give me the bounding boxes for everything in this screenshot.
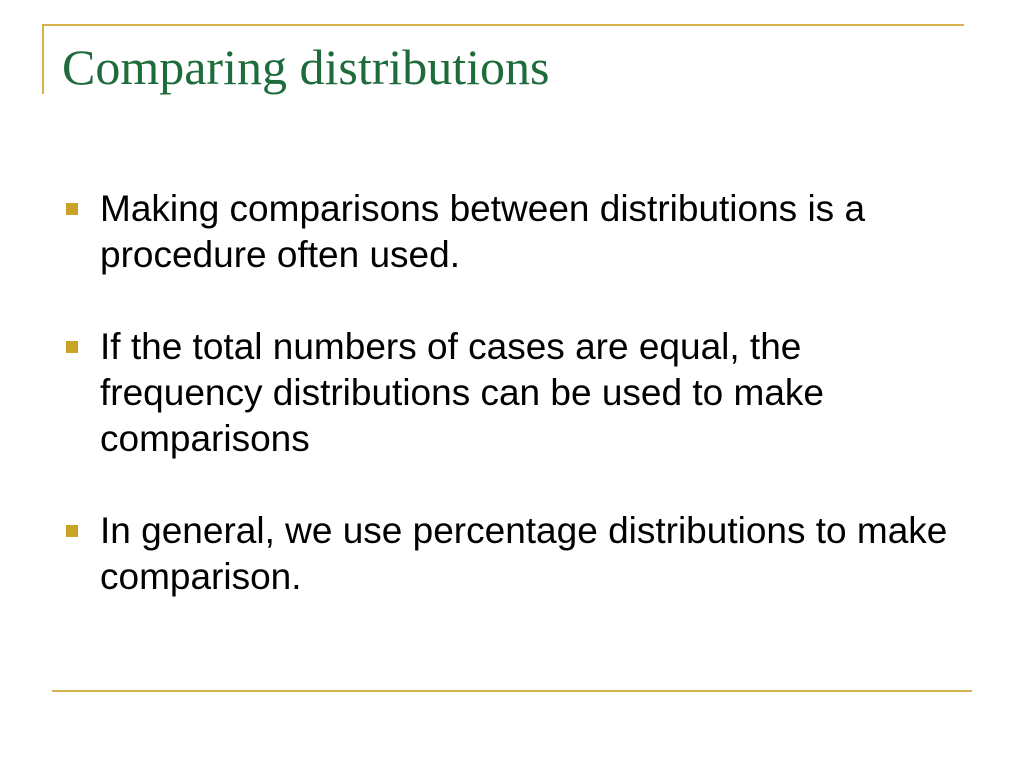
bullet-text: In general, we use percentage distributi… (100, 510, 948, 597)
top-accent-line (42, 24, 964, 26)
bottom-accent-line (52, 690, 972, 692)
bullet-item: Making comparisons between distributions… (62, 186, 972, 278)
bullet-item: If the total numbers of cases are equal,… (62, 324, 972, 462)
square-bullet-icon (66, 203, 78, 215)
bullet-item: In general, we use percentage distributi… (62, 508, 972, 600)
bullet-text: Making comparisons between distributions… (100, 188, 866, 275)
left-accent-line (42, 24, 44, 94)
bullet-text: If the total numbers of cases are equal,… (100, 326, 824, 459)
slide-title: Comparing distributions (62, 39, 550, 95)
bullet-list: Making comparisons between distributions… (62, 186, 972, 646)
square-bullet-icon (66, 525, 78, 537)
square-bullet-icon (66, 341, 78, 353)
